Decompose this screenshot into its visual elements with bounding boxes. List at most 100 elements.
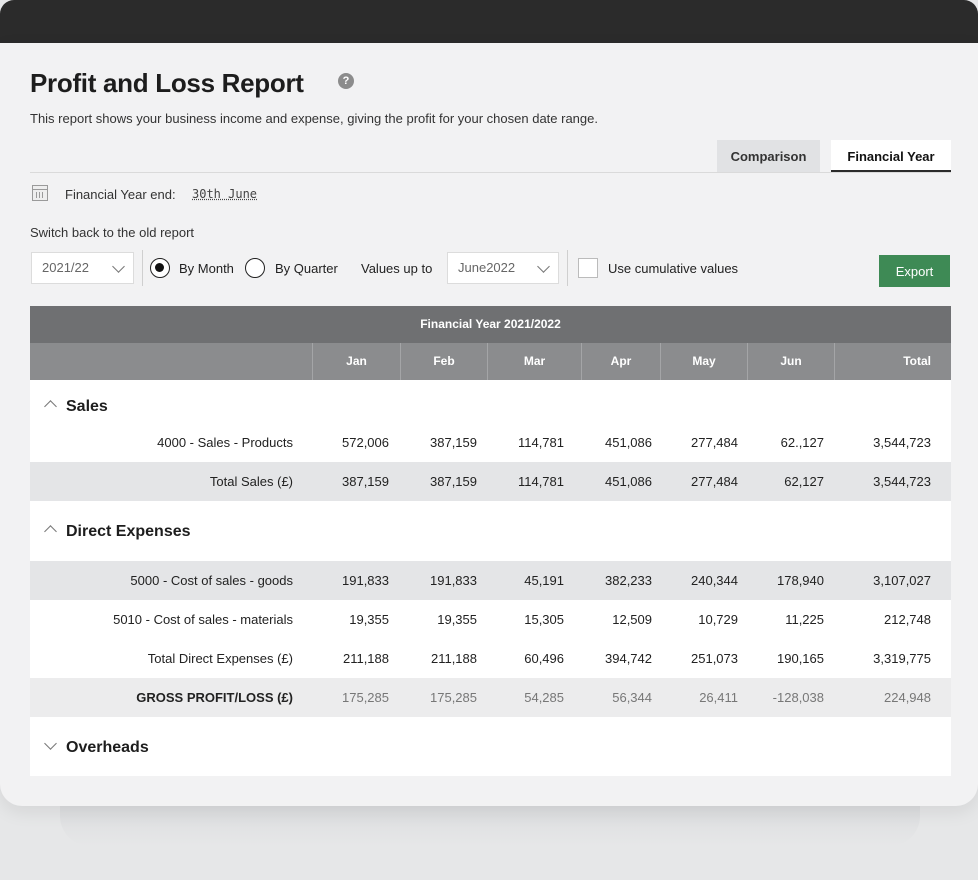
- year-select-value: 2021/22: [42, 260, 89, 275]
- cell-jun: 190,165: [777, 651, 824, 666]
- cell-feb: 191,833: [430, 573, 477, 588]
- cell-apr: 12,509: [612, 612, 652, 627]
- tabs-divider: [30, 172, 951, 173]
- cumulative-checkbox[interactable]: [578, 258, 598, 278]
- cell-feb: 175,285: [430, 690, 477, 705]
- section-label: Sales: [66, 398, 108, 415]
- chevron-down-icon: [112, 260, 125, 273]
- help-icon[interactable]: ?: [338, 73, 354, 89]
- cell-feb: 387,159: [430, 435, 477, 450]
- cell-total: 3,544,723: [873, 435, 931, 450]
- cell-apr: 382,233: [605, 573, 652, 588]
- cell-may: 277,484: [691, 474, 738, 489]
- table-row: 4000 - Sales - Products 572,006 387,159 114…: [30, 423, 951, 462]
- by-quarter-label: By Quarter: [275, 261, 338, 276]
- cell-apr: 451,086: [605, 474, 652, 489]
- cell-total: 224,948: [884, 690, 931, 705]
- page-subtitle: This report shows your business income a…: [30, 111, 598, 126]
- month-select[interactable]: June2022: [447, 252, 559, 284]
- row-label: 5010 - Cost of sales - materials: [113, 612, 293, 627]
- cell-total: 3,544,723: [873, 474, 931, 489]
- cell-jun: 62,127: [784, 474, 824, 489]
- chevron-up-icon: [44, 400, 57, 413]
- table-row: 5000 - Cost of sales - goods 191,833 191,8…: [30, 561, 951, 600]
- chevron-down-icon: [537, 260, 550, 273]
- cumulative-label: Use cumulative values: [608, 261, 739, 276]
- page-title: Profit and Loss Report: [30, 68, 304, 98]
- calendar-icon: [32, 185, 48, 201]
- cell-mar: 114,781: [517, 435, 564, 450]
- table-header-row: Jan Feb Mar Apr May Jun Total: [30, 343, 951, 380]
- table-row: 5010 - Cost of sales - materials 19,355 19…: [30, 600, 951, 639]
- cell-may: 26,411: [699, 690, 738, 705]
- column-header-apr: Apr: [581, 343, 660, 380]
- header-label-cell: [30, 343, 312, 380]
- cell-mar: 60,496: [524, 651, 564, 666]
- month-select-value: June2022: [458, 260, 516, 275]
- column-header-jun: Jun: [747, 343, 834, 380]
- cell-jun: -128,038: [772, 690, 824, 705]
- values-up-to-label: Values up to: [361, 261, 433, 276]
- window-top-bar: [0, 0, 978, 43]
- section-sales[interactable]: Sales: [30, 387, 951, 427]
- row-label: 4000 - Sales - Products: [157, 435, 293, 450]
- cell-mar: 54,285: [524, 690, 564, 705]
- section-label: Overheads: [66, 739, 149, 756]
- divider: [567, 250, 568, 286]
- row-label: 5000 - Cost of sales - goods: [130, 573, 293, 588]
- report-table: Financial Year 2021/2022 Jan Feb Mar Apr…: [30, 306, 951, 776]
- cell-jun: 11,225: [785, 612, 824, 627]
- cell-mar: 45,191: [524, 573, 564, 588]
- year-select[interactable]: 2021/22: [31, 252, 134, 284]
- cell-feb: 19,355: [437, 612, 477, 627]
- chevron-up-icon: [44, 525, 57, 538]
- cell-total: 212,748: [884, 612, 931, 627]
- cell-may: 277,484: [691, 435, 738, 450]
- financial-year-end-link[interactable]: 30th June: [192, 187, 258, 201]
- table-row: Total Direct Expenses (£) 211,188 211,188 6…: [30, 639, 951, 678]
- cell-mar: 15,305: [524, 612, 564, 627]
- cell-jan: 19,355: [349, 612, 389, 627]
- column-header-may: May: [660, 343, 747, 380]
- section-direct-expenses[interactable]: Direct Expenses: [30, 512, 951, 552]
- row-label: GROSS PROFIT/LOSS (£): [136, 690, 293, 705]
- chevron-down-icon: [44, 737, 57, 750]
- cell-may: 251,073: [691, 651, 738, 666]
- cell-jan: 211,188: [342, 651, 389, 666]
- by-quarter-radio[interactable]: [245, 258, 265, 278]
- column-header-jan: Jan: [312, 343, 400, 380]
- cell-jan: 572,006: [342, 435, 389, 450]
- cell-apr: 394,742: [605, 651, 652, 666]
- cell-total: 3,319,775: [873, 651, 931, 666]
- cell-total: 3,107,027: [873, 573, 931, 588]
- row-label: Total Direct Expenses (£): [147, 651, 293, 666]
- cell-jan: 175,285: [342, 690, 389, 705]
- cell-jun: 62.,127: [780, 435, 824, 450]
- financial-year-end-label: Financial Year end:: [65, 187, 176, 202]
- by-month-radio[interactable]: [150, 258, 170, 278]
- cell-jan: 191,833: [342, 573, 389, 588]
- export-button[interactable]: Export: [879, 255, 950, 287]
- cell-apr: 56,344: [612, 690, 652, 705]
- table-banner: Financial Year 2021/2022: [30, 306, 951, 343]
- old-report-link[interactable]: Switch back to the old report: [30, 225, 195, 240]
- cell-may: 240,344: [691, 573, 738, 588]
- cell-mar: 114,781: [517, 474, 564, 489]
- row-label: Total Sales (£): [209, 474, 293, 489]
- column-header-feb: Feb: [400, 343, 487, 380]
- tab-financial-year[interactable]: Financial Year: [831, 140, 951, 172]
- column-header-total: Total: [834, 343, 951, 380]
- divider: [142, 250, 143, 286]
- cell-apr: 451,086: [605, 435, 652, 450]
- cell-jan: 387,159: [342, 474, 389, 489]
- column-header-mar: Mar: [487, 343, 581, 380]
- tab-comparison[interactable]: Comparison: [717, 140, 820, 172]
- card-shadow: [60, 806, 920, 846]
- section-overheads[interactable]: Overheads: [30, 728, 951, 768]
- cell-may: 10,729: [698, 612, 738, 627]
- cell-feb: 387,159: [430, 474, 477, 489]
- by-month-label: By Month: [179, 261, 234, 276]
- table-row: Total Sales (£) 387,159 387,159 114,781 451,…: [30, 462, 951, 501]
- cell-jun: 178,940: [777, 573, 824, 588]
- section-label: Direct Expenses: [66, 523, 191, 540]
